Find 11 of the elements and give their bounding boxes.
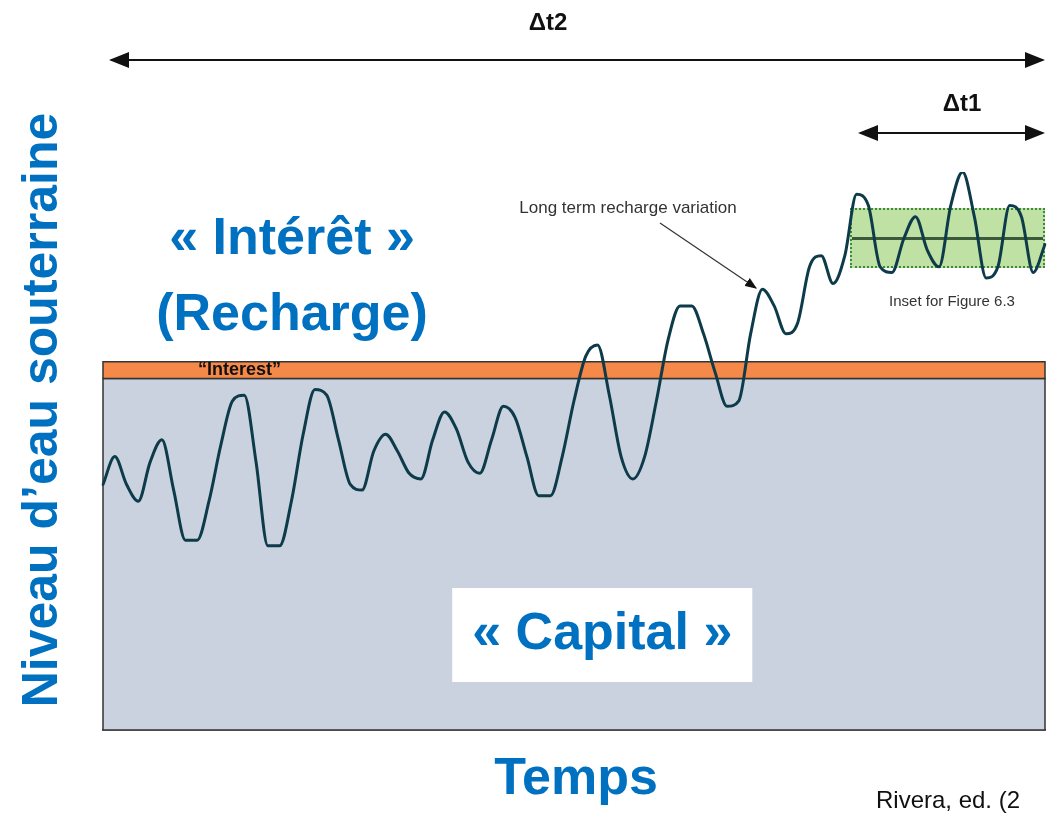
text: Δt2 — [528, 8, 568, 36]
band-label: « Capital » — [472, 602, 733, 661]
annotation: Long term recharge variation — [519, 198, 737, 218]
x-axis-title: Temps — [494, 745, 658, 807]
text: Rivera, ed. (2 — [875, 786, 1021, 814]
annotation: Inset for Figure 6.3 — [889, 291, 1015, 309]
annotation: « Intérêt » — [169, 206, 415, 266]
annotation: (Recharge) — [156, 282, 428, 342]
text: Δt1 — [942, 89, 982, 117]
band-label: “Interest” — [198, 359, 282, 380]
y-axis-title: Niveau d’eau souterraine — [11, 112, 69, 708]
